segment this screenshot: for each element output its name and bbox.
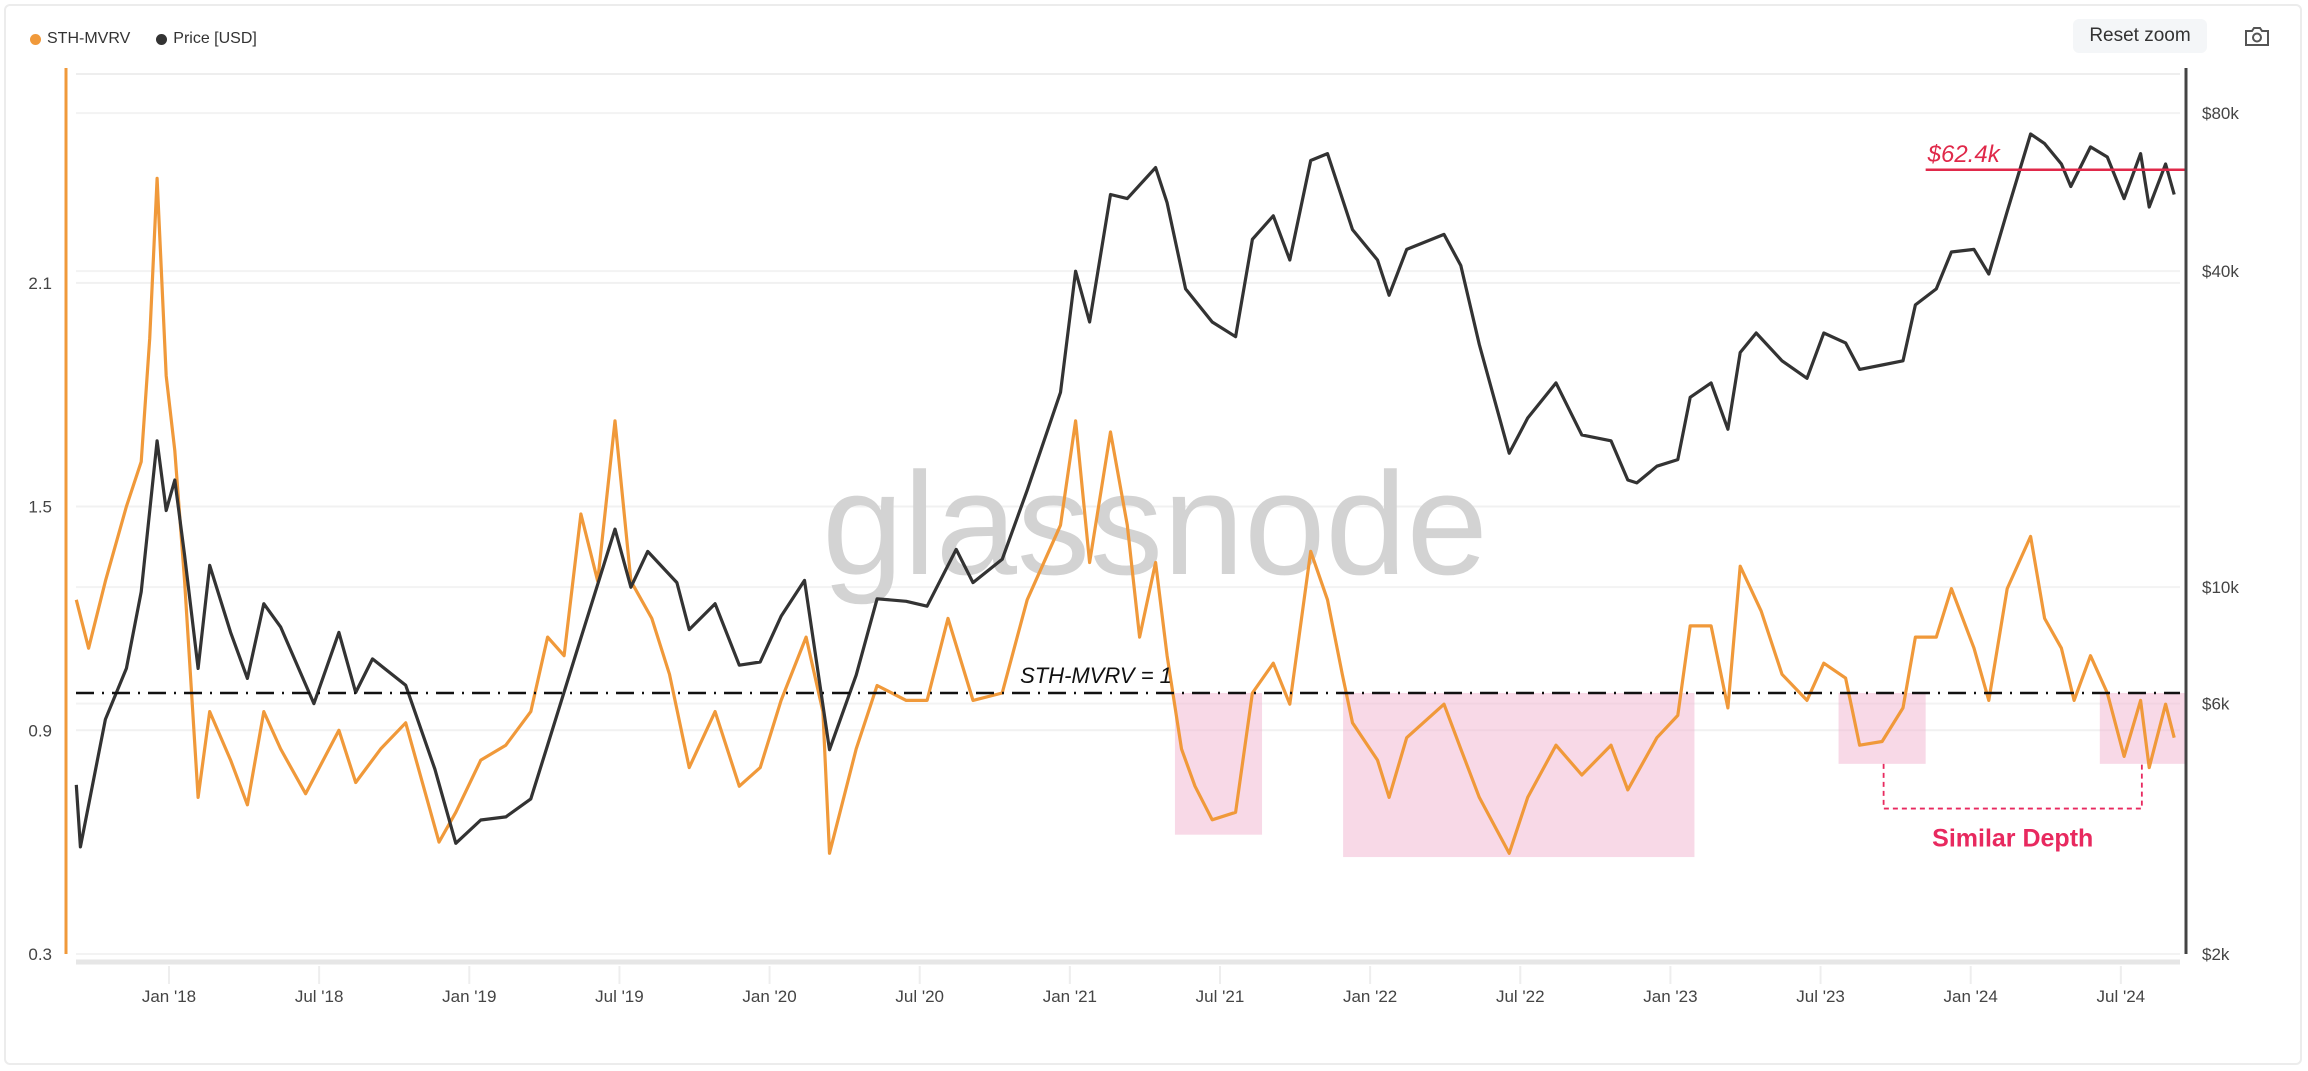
y-left-tick-label: 2.1 — [28, 274, 52, 293]
similar-depth-bracket — [1882, 763, 2143, 810]
x-tick-label: Jan '22 — [1343, 987, 1397, 1006]
x-tick-label: Jan '20 — [742, 987, 796, 1006]
y-right-tick-label: $2k — [2202, 945, 2230, 964]
series-lines — [74, 132, 2176, 855]
legend-item-price[interactable]: Price [USD] — [156, 30, 257, 48]
x-tick-label: Jan '19 — [442, 987, 496, 1006]
reset-zoom-button[interactable]: Reset zoom — [2073, 19, 2207, 53]
legend-item-sth-mvrv[interactable]: STH-MVRV — [30, 30, 130, 48]
legend-dot-orange-icon — [30, 33, 41, 45]
annotations: STH-MVRV = 1 $62.4k Similar Depth — [76, 141, 2186, 853]
x-tick-label: Jul '18 — [295, 987, 344, 1006]
chart-frame — [4, 4, 2302, 1065]
price-level-label: $62.4k — [1927, 141, 2002, 168]
y-right-tick-label: $40k — [2202, 262, 2239, 281]
x-tick-label: Jan '21 — [1043, 987, 1097, 1006]
y-right-tick-label: $10k — [2202, 578, 2239, 597]
y-right-tick-label: $6k — [2202, 695, 2230, 714]
camera-icon[interactable] — [2244, 25, 2270, 47]
legend-label: STH-MVRV — [47, 30, 131, 47]
x-tick-label: Jul '19 — [595, 987, 644, 1006]
legend-label: Price [USD] — [173, 30, 257, 47]
gridlines — [76, 73, 2180, 955]
axes: 0.3 0.9 1.5 2.1 $2k $6k $10k $40k $80k Jan '18 Jul… — [28, 68, 2239, 1006]
x-tick-label: Jul '24 — [2097, 987, 2146, 1006]
x-tick-label: Jan '23 — [1643, 987, 1697, 1006]
similar-depth-label: Similar Depth — [1932, 825, 2093, 853]
y-left-tick-label: 1.5 — [28, 498, 52, 517]
legend-dot-black-icon — [156, 33, 168, 45]
x-tick-label: Jan '24 — [1944, 987, 1998, 1006]
y-left-tick-label: 0.3 — [28, 945, 52, 964]
x-tick-label: Jan '18 — [142, 987, 196, 1006]
threshold-label: STH-MVRV = 1 — [1020, 663, 1172, 688]
legend: STH-MVRV Price [USD] — [30, 30, 257, 48]
x-tick-label: Jul '22 — [1496, 987, 1545, 1006]
y-left-tick-label: 0.9 — [28, 721, 52, 740]
sth-mvrv-line — [74, 176, 2176, 855]
watermark-logo: glassnode — [822, 442, 1488, 605]
x-tick-label: Jul '20 — [895, 987, 944, 1006]
shaded-region — [1838, 692, 1926, 764]
x-tick-label: Jul '23 — [1796, 987, 1845, 1006]
y-right-tick-label: $80k — [2202, 104, 2239, 123]
price-line — [74, 132, 2176, 849]
x-tick-label: Jul '21 — [1196, 987, 1245, 1006]
